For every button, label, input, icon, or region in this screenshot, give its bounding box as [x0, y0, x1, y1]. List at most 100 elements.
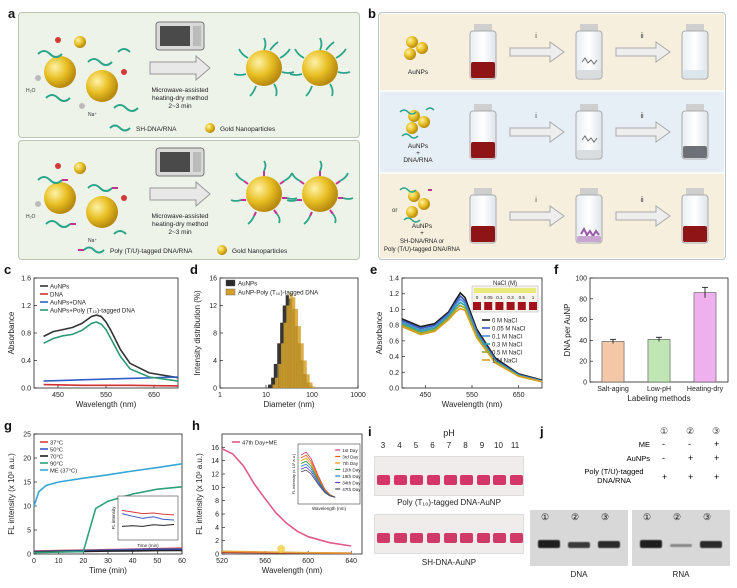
gel-group-label: DNA [570, 570, 588, 579]
series-line [43, 314, 179, 379]
plot-frame [221, 433, 363, 555]
inset-gradient-bar [474, 288, 536, 293]
row-label: SH-DNA/RNA or [400, 239, 444, 245]
step-label: ii [640, 33, 644, 40]
dna-aunp-conjugate [289, 37, 351, 97]
legend-label: AuNPs [50, 284, 69, 291]
panel-j-table: ① ② ③ ME - - + AuNPs - + + Poly (T/U)-ta… [550, 426, 730, 512]
y-axis-label: FL intensity (x 10³ a.u.) [7, 453, 16, 535]
arrow-icon [615, 205, 671, 227]
inset-x-label: Wavelength (nm) [312, 506, 347, 511]
inset-legend-label: 47th Day [342, 487, 361, 492]
step-label: i [535, 113, 537, 120]
legend-label: 0.05 M NaCl [492, 327, 525, 333]
x-tick-label: Low-pH [647, 386, 671, 393]
y-axis-label: Intensity distribution (%) [193, 290, 202, 376]
sample-tube [460, 533, 474, 543]
inset-legend-label: 19th Day [342, 474, 361, 479]
panel-a-illustration: H₂O Na⁺ Microwave-assisted heating-dry m… [26, 21, 354, 255]
method-line: 2~3 min [168, 103, 192, 110]
y-tick-label: 5 [27, 528, 31, 535]
series-line [221, 550, 352, 554]
y-tick-label: 4 [213, 358, 217, 365]
dna-strand [87, 184, 113, 192]
panel-label: d [190, 264, 198, 277]
ph-value: 7 [446, 441, 452, 450]
histogram-bar [300, 343, 304, 388]
ph-value: 8 [463, 441, 468, 450]
lane-marker: ③ [712, 426, 721, 436]
legend-label: AuNPs [238, 281, 257, 288]
y-tick-label: 100 [575, 276, 587, 283]
or-label: or [392, 208, 397, 214]
arrow-icon [509, 121, 565, 143]
dna-strand [45, 220, 71, 228]
dna-strand [113, 104, 139, 112]
inset-legend-label: 7th Day [342, 461, 359, 466]
x-tick-label: 550 [466, 392, 478, 399]
panel-label-i: i [368, 424, 372, 439]
sample-tube [410, 533, 424, 543]
x-axis-label: Wavelength (nm) [442, 400, 503, 409]
inset-label: 0.05 [484, 295, 493, 300]
table-row-label: AuNPs [626, 454, 650, 463]
ph-value: 10 [494, 441, 503, 450]
ph-values-row: 3 4 5 6 7 8 9 10 11 [376, 441, 522, 453]
y-tick-label: 40 [579, 338, 587, 345]
panel-label: e [370, 264, 377, 277]
water-molecule [55, 37, 61, 43]
row-label: Poly (T/U)-tagged DNA/RNA [384, 247, 460, 253]
x-tick-label: 600 [302, 558, 314, 565]
x-tick-label: 520 [216, 558, 228, 565]
ph-value: 6 [430, 441, 435, 450]
gel-band [568, 542, 590, 548]
x-axis-label: Wavelength (nm) [76, 400, 137, 409]
histogram-bar [283, 322, 287, 388]
step-label: i [535, 33, 537, 40]
legend-label: 47th Day+ME [242, 440, 277, 446]
ph-value: 4 [397, 441, 402, 450]
inset-title: NaCl (M) [493, 281, 517, 287]
gold-nanoparticle [406, 36, 418, 48]
x-tick-label: 1000 [350, 392, 366, 399]
row-label: AuNPs [408, 143, 429, 150]
y-tick-label: 8 [215, 498, 219, 505]
lane-marker: ② [686, 426, 695, 436]
inset-legend-label: 1st Day [342, 448, 358, 453]
strip-top [374, 456, 524, 496]
bar [647, 339, 671, 383]
y-tick-label: 1.4 [389, 276, 399, 283]
x-axis-label: Diameter (nm) [263, 400, 314, 409]
method-line: 2~3 min [168, 229, 192, 236]
y-tick-label: 0 [215, 552, 219, 559]
table-cell: + [714, 472, 720, 482]
y-tick-label: 0 [583, 380, 587, 387]
dna-strand [113, 230, 127, 235]
gel-band [598, 541, 620, 548]
y-tick-label: 1.6 [21, 276, 31, 283]
y-tick-label: 25 [23, 432, 31, 439]
dna-aunp-cluster [399, 107, 435, 139]
inset-tube [484, 302, 493, 310]
inset-label: 0.3 [507, 295, 514, 300]
panel-b-illustration: AuNPs i ii AuNPs + DNA/RNA [380, 14, 724, 258]
chart-g: 0 5 10 15 20 25 0 10 20 30 40 50 60 Time (min) FL inte… [4, 420, 186, 575]
chart-f: 0 20 40 60 80 100 Labeling methods DNA per AuNP… [554, 264, 729, 403]
sample-tube [476, 475, 490, 485]
legend-label: AuNPs+Poly (T₁₀)-tagged DNA [50, 308, 136, 315]
poly-t-aunp-conjugate [230, 160, 298, 225]
sample-tube [510, 475, 523, 485]
ph-value: 11 [510, 441, 520, 450]
y-tick-label: 14 [211, 458, 219, 465]
inset-label: 0.1 [496, 295, 503, 300]
legend-label: 90°C [50, 461, 63, 467]
sample-tube [377, 533, 390, 543]
x-tick-label: 640 [345, 558, 357, 565]
dna-legend-icon [83, 246, 105, 254]
chart-c: 0.0 0.4 0.8 1.2 1.6 450 550 650 Wavelength (nm) A… [4, 264, 179, 409]
sample-tube [510, 533, 523, 543]
gel-group-label: RNA [672, 570, 690, 579]
x-tick-label: 450 [419, 392, 431, 399]
legend-label: 70°C [50, 454, 63, 460]
legend-label: 50°C [50, 447, 63, 453]
